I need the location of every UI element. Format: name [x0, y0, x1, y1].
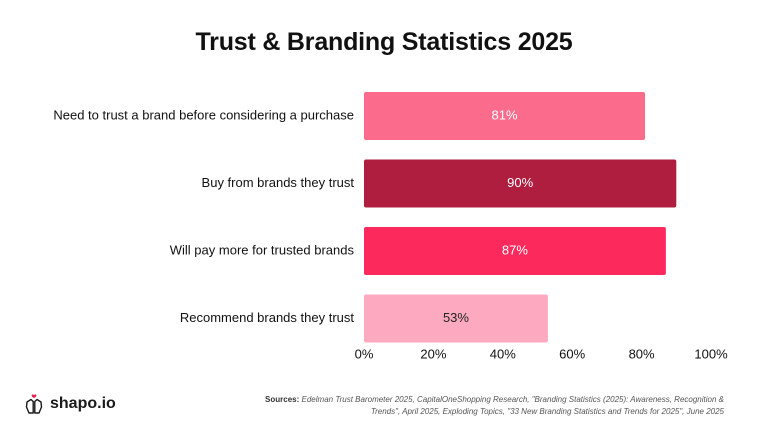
data-label: 53% [443, 310, 469, 325]
category-label: Will pay more for trusted brands [170, 242, 355, 257]
category-label: Recommend brands they trust [180, 310, 355, 325]
x-tick-label: 60% [559, 346, 585, 361]
sources-note: Sources: Edelman Trust Barometer 2025, C… [254, 394, 724, 417]
bar [364, 92, 646, 140]
hands-heart-icon [25, 394, 43, 414]
brand-name: shapo.io [50, 395, 116, 412]
x-tick-label: 20% [420, 346, 446, 361]
category-label: Need to trust a brand before considering… [53, 107, 354, 122]
x-tick-label: 80% [629, 346, 655, 361]
data-label: 87% [502, 242, 528, 257]
chart-title: Trust & Branding Statistics 2025 [195, 28, 573, 56]
x-tick-label: 40% [490, 346, 516, 361]
bar [364, 294, 548, 343]
data-label: 90% [507, 175, 533, 190]
sources-text: Edelman Trust Barometer 2025, CapitalOne… [301, 395, 724, 416]
data-label: 81% [492, 107, 518, 122]
sources-label: Sources: [265, 395, 300, 404]
bar [364, 159, 677, 208]
x-tick-label: 100% [694, 346, 728, 361]
category-label: Buy from brands they trust [202, 175, 355, 190]
bar [364, 227, 666, 275]
x-tick-label: 0% [355, 346, 374, 361]
brand-logo: shapo.io [24, 393, 116, 415]
